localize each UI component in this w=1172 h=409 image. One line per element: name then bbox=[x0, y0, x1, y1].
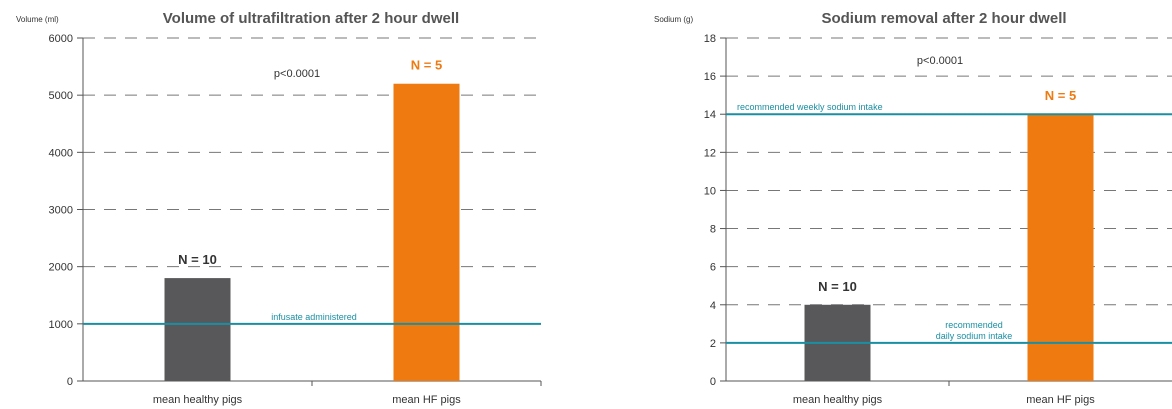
bar-n-label-1: N = 5 bbox=[411, 58, 442, 73]
y-tick-label-2: 4 bbox=[710, 300, 716, 312]
y-axis-label: Sodium (g) bbox=[654, 15, 693, 24]
p-value-annotation: p<0.0001 bbox=[917, 55, 963, 67]
x-category-label-0: mean healthy pigs bbox=[153, 394, 243, 406]
bar-1 bbox=[1027, 114, 1094, 381]
bar-1 bbox=[393, 83, 460, 381]
sodium-removal-chart: Sodium removal after 2 hour dwell Sodium … bbox=[654, 10, 1172, 406]
y-tick-label-6: 6000 bbox=[49, 33, 73, 45]
bar-n-label-1: N = 5 bbox=[1045, 88, 1076, 103]
reference-line-label-0: infusate administered bbox=[271, 312, 357, 322]
y-tick-label-0: 0 bbox=[67, 376, 73, 388]
x-category-label-1: mean HF pigs bbox=[1026, 394, 1095, 406]
y-tick-label-7: 14 bbox=[704, 109, 716, 121]
y-tick-label-4: 4000 bbox=[49, 147, 73, 159]
bar-0 bbox=[164, 278, 231, 381]
y-tick-label-1: 2 bbox=[710, 338, 716, 350]
bar-n-label-0: N = 10 bbox=[818, 279, 857, 294]
chart-title: Volume of ultrafiltration after 2 hour d… bbox=[163, 10, 459, 27]
ultrafiltration-chart: Volume of ultrafiltration after 2 hour d… bbox=[16, 10, 542, 406]
x-category-label-0: mean healthy pigs bbox=[793, 394, 883, 406]
y-tick-label-9: 18 bbox=[704, 33, 716, 45]
reference-line-label-1: recommended daily sodium intake bbox=[936, 320, 1013, 341]
y-tick-label-6: 12 bbox=[704, 147, 716, 159]
y-tick-label-0: 0 bbox=[710, 376, 716, 388]
x-category-label-1: mean HF pigs bbox=[392, 394, 461, 406]
y-tick-label-1: 1000 bbox=[49, 319, 73, 331]
y-tick-label-2: 2000 bbox=[49, 262, 73, 274]
y-tick-label-4: 8 bbox=[710, 224, 716, 236]
y-tick-label-3: 6 bbox=[710, 262, 716, 274]
y-tick-label-3: 3000 bbox=[49, 205, 73, 217]
reference-line-label-0: recommended weekly sodium intake bbox=[737, 102, 883, 112]
y-tick-label-5: 5000 bbox=[49, 90, 73, 102]
chart-title: Sodium removal after 2 hour dwell bbox=[821, 10, 1066, 27]
p-value-annotation: p<0.0001 bbox=[274, 68, 320, 80]
bar-n-label-0: N = 10 bbox=[178, 252, 217, 267]
y-axis-label: Volume (ml) bbox=[16, 15, 59, 24]
y-tick-label-5: 10 bbox=[704, 185, 716, 197]
y-tick-label-8: 16 bbox=[704, 71, 716, 83]
